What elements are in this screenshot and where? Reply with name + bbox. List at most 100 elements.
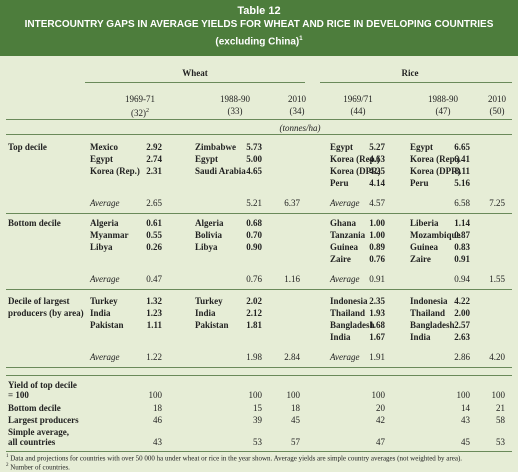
yield-value: 0.76 [369,254,385,264]
summary-value: 100 [286,390,301,400]
summary-value: 43 [153,437,162,447]
yield-value: 1.11 [146,320,162,330]
country: Liberia [410,218,439,228]
average-label: Average [90,198,120,208]
country: Zimbabwe [195,142,237,152]
country: Korea (Rep.) [330,154,380,164]
rule [6,213,512,214]
average-label: Average [330,198,360,208]
note-mark: 2 [6,463,9,468]
country: Korea (Rep.) [410,154,460,164]
row-label: Top decile [8,142,47,152]
yield-value: 4.22 [454,296,470,306]
country: Saudi Arabia [195,166,246,176]
period-count: (44) [350,106,366,116]
summary-label: all countries [8,437,56,447]
country: Zaire [410,254,431,264]
country: Egypt [195,154,219,164]
period-years: 2010 [288,94,306,104]
average-value: 0.91 [369,274,385,284]
note-mark: 2 [146,108,149,114]
table-title: INTERCOUNTRY GAPS IN AVERAGE YIELDS FOR … [24,19,494,30]
summary-label: Yield of top decile [8,380,77,390]
yield-value: 0.70 [246,230,262,240]
country: Zaire [330,254,351,264]
summary-value: 100 [148,390,163,400]
country: Algeria [195,218,224,228]
average-value: 1.55 [489,274,505,284]
average-value: 1.98 [246,352,262,362]
country: Ghana [330,218,357,228]
country: Tanzania [330,230,366,240]
country: Egypt [410,142,434,152]
country: Egypt [330,142,354,152]
yield-value: 8.11 [454,166,470,176]
summary-value: 53 [253,437,262,447]
table-header: Table 12 INTERCOUNTRY GAPS IN AVERAGE YI… [0,0,518,56]
summary-value: 39 [253,415,262,425]
yield-value: 0.55 [146,230,162,240]
country: Algeria [90,218,119,228]
country: India [90,308,111,318]
yield-value: 0.26 [146,242,162,252]
summary-value: 42 [376,415,385,425]
yield-value: 1.14 [454,218,470,228]
country: Indonesia [330,296,368,306]
country: Korea (Rep.) [90,166,140,176]
summary-value: 53 [496,437,505,447]
yield-value: 2.02 [246,296,262,306]
country: Libya [195,242,218,252]
summary-value: 45 [461,437,470,447]
yield-value: 5.27 [369,142,385,152]
period-years: 1969-71 [125,94,155,104]
country: Bangladesh [410,320,455,330]
average-value: 2.65 [146,198,162,208]
country: India [195,308,216,318]
footnote: 1 Data and projections for countries wit… [6,453,512,462]
period-years: 1969/71 [343,94,373,104]
yield-value: 1.68 [369,320,385,330]
yield-value: 0.89 [369,242,385,252]
summary-value: 47 [376,437,385,447]
average-value: 4.57 [369,198,385,208]
summary-value: 46 [153,415,162,425]
rule [6,119,512,120]
subtitle-text: (excluding China) [215,36,300,48]
summary-value: 18 [291,403,300,413]
average-value: 0.47 [146,274,162,284]
country: Pakistan [90,320,124,330]
yield-value: 1.23 [146,308,162,318]
average-value: 5.21 [246,198,262,208]
yield-value: 2.74 [146,154,162,164]
yield-value: 2.92 [146,142,162,152]
country: Korea (DPR) [330,166,381,176]
country: Turkey [195,296,223,306]
table-subtitle: (excluding China)1 [0,32,518,49]
country: India [330,332,351,342]
footnote-text: Number of countries. [8,463,70,472]
country: Guinea [330,242,359,252]
yield-value: 5.00 [246,154,262,164]
yield-value: 4.65 [246,166,262,176]
footnote: 2 Number of countries. [6,462,512,471]
average-value: 2.86 [454,352,470,362]
average-value: 2.84 [284,352,300,362]
yield-value: 2.12 [246,308,262,318]
average-value: 1.16 [284,274,300,284]
summary-label: Largest producers [8,415,79,425]
average-value: 0.76 [246,274,262,284]
unit: (tonnes/ha) [279,123,321,133]
yield-value: 1.32 [146,296,162,306]
country: Mexico [90,142,118,152]
country: Egypt [90,154,114,164]
rule [85,82,305,83]
crop-heading: Wheat [182,68,208,78]
period-count: (50) [489,106,505,116]
yield-value: 2.31 [146,166,162,176]
country: Peru [410,178,429,188]
country: Myanmar [90,230,129,240]
row-label: Decile of largest [8,296,70,306]
average-value: 6.58 [454,198,470,208]
summary-value: 100 [456,390,471,400]
yield-value: 1.81 [246,320,262,330]
